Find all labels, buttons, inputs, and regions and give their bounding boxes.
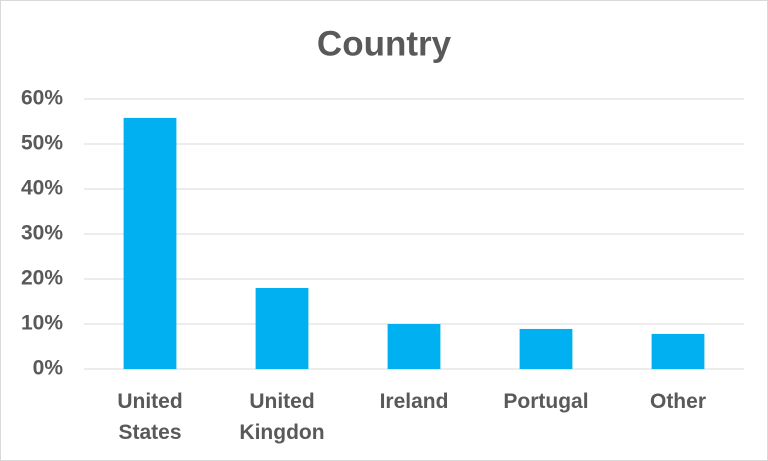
x-tick-label: Portugal [503, 390, 589, 413]
y-tick-label: 30% [21, 222, 63, 245]
y-tick-label: 60% [21, 87, 63, 110]
bar [255, 288, 309, 369]
bar [123, 117, 177, 370]
y-tick-label: 40% [21, 177, 63, 200]
x-tick-label: Ireland [379, 390, 449, 413]
y-tick-label: 10% [21, 312, 63, 335]
chart-title: Country [317, 24, 452, 63]
x-tick-label: United States [117, 390, 183, 444]
x-tick-label: United Kingdon [239, 390, 325, 444]
y-tick-label: 20% [21, 267, 63, 290]
y-tick-label: 0% [33, 357, 64, 380]
y-tick-label: 50% [21, 132, 63, 155]
x-tick-label: Other [649, 390, 706, 413]
bar [651, 333, 705, 369]
bar [519, 328, 573, 369]
bar [387, 324, 441, 369]
